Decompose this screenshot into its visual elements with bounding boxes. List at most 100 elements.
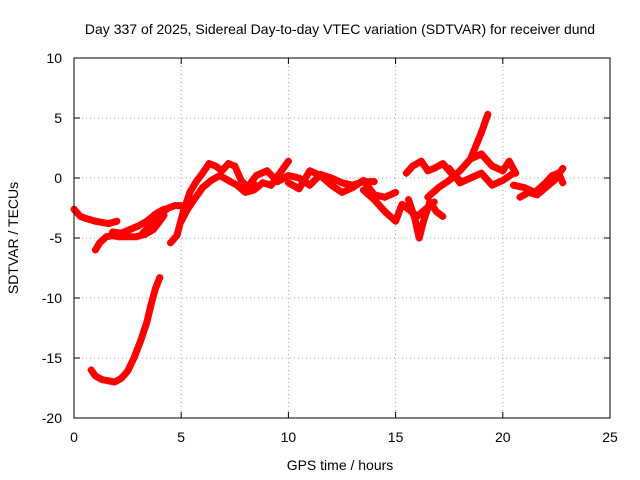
data-point	[306, 181, 314, 189]
data-point	[306, 167, 314, 175]
data-point	[145, 223, 153, 231]
data-point	[274, 178, 282, 186]
data-point	[477, 169, 485, 177]
data-point	[250, 186, 258, 194]
data-point	[284, 172, 292, 180]
data-point	[124, 233, 132, 241]
data-point	[370, 178, 378, 186]
data-point	[488, 181, 496, 189]
data-point	[417, 157, 425, 165]
data-point	[207, 176, 215, 184]
data-point	[411, 215, 419, 223]
data-point	[231, 162, 239, 170]
data-point	[359, 176, 367, 184]
data-point	[434, 184, 442, 192]
data-point	[102, 233, 110, 241]
data-point	[488, 162, 496, 170]
data-point	[284, 157, 292, 165]
data-point	[173, 232, 181, 240]
data-point	[104, 377, 112, 385]
data-point	[338, 188, 346, 196]
data-point	[512, 169, 520, 177]
data-point	[216, 172, 224, 180]
data-point	[505, 157, 513, 165]
data-point	[424, 167, 432, 175]
x-tick-label: 15	[388, 429, 404, 445]
data-point	[109, 232, 117, 240]
data-point	[484, 110, 492, 118]
x-tick-label: 20	[495, 429, 511, 445]
series-arc-1	[70, 205, 121, 228]
data-point	[199, 184, 207, 192]
data-point	[224, 160, 232, 168]
data-point	[456, 167, 464, 175]
data-point	[96, 239, 104, 247]
data-point	[419, 217, 427, 225]
data-point	[267, 181, 275, 189]
data-point	[424, 193, 432, 201]
y-tick-label: -5	[50, 230, 63, 246]
data-point	[91, 217, 99, 225]
data-point	[327, 174, 335, 182]
y-axis-label: SDTVAR / TECUs	[5, 182, 21, 294]
data-point	[499, 167, 507, 175]
series-arc-3	[91, 211, 168, 254]
data-point	[559, 179, 567, 187]
data-point	[199, 169, 207, 177]
data-point	[164, 204, 172, 212]
data-point	[317, 172, 325, 180]
data-point	[430, 164, 438, 172]
data-point	[124, 367, 132, 375]
data-point	[151, 284, 159, 292]
data-point	[156, 274, 164, 282]
data-point	[467, 155, 475, 163]
x-axis-label: GPS time / hours	[287, 457, 394, 473]
x-tick-label: 10	[281, 429, 297, 445]
grid	[74, 58, 610, 418]
data-point	[467, 174, 475, 182]
x-tick-label: 25	[602, 429, 618, 445]
data-point	[98, 218, 106, 226]
data-point	[409, 162, 417, 170]
y-tick-label: -15	[42, 350, 62, 366]
data-point	[166, 239, 174, 247]
data-point	[143, 318, 151, 326]
data-point	[130, 354, 138, 362]
data-point	[171, 202, 179, 210]
data-point	[126, 226, 134, 234]
data-point	[327, 181, 335, 189]
data-point	[402, 169, 410, 177]
data-point	[242, 186, 250, 194]
data-point	[510, 181, 518, 189]
data-point	[456, 179, 464, 187]
data-point	[190, 196, 198, 204]
data-point	[113, 217, 121, 225]
data-point	[392, 217, 400, 225]
data-point	[439, 212, 447, 220]
data-point	[132, 233, 140, 241]
axes: 0 5 10 15 20 25 -20 -15 -10 -5 0 5 10	[42, 50, 618, 445]
chart-title: Day 337 of 2025, Sidereal Day-to-day VTE…	[85, 21, 595, 37]
series-arc-7	[177, 157, 292, 225]
data-point	[404, 196, 412, 204]
data-point	[276, 169, 284, 177]
data-point	[139, 229, 147, 237]
series-line	[516, 164, 567, 201]
data-point	[212, 162, 220, 170]
data-point	[184, 205, 192, 213]
y-tick-label: 0	[54, 170, 62, 186]
data-point	[91, 372, 99, 380]
data-point	[136, 337, 144, 345]
data-point	[370, 196, 378, 204]
data-point	[76, 212, 84, 220]
data-point	[151, 215, 159, 223]
y-tick-label: -20	[42, 410, 62, 426]
data-point	[134, 222, 142, 230]
data-point	[445, 164, 453, 172]
data-point	[104, 220, 112, 228]
data-series	[70, 110, 567, 386]
data-point	[233, 181, 241, 189]
data-point	[147, 300, 155, 308]
y-tick-label: -10	[42, 290, 62, 306]
